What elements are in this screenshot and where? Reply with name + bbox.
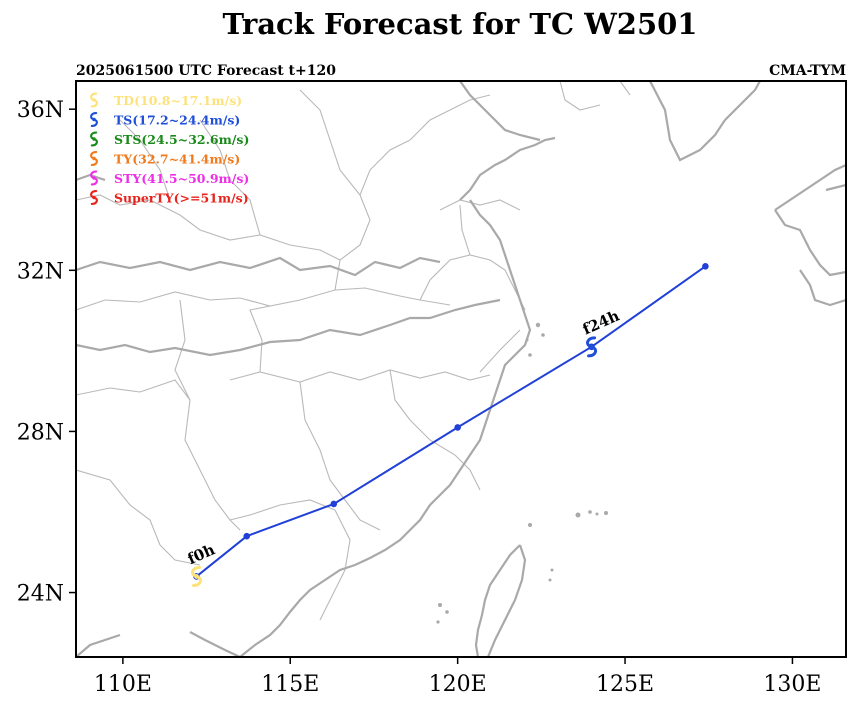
map-title: Track Forecast for TC W2501 — [223, 7, 698, 41]
track-point — [454, 424, 461, 431]
islands — [436, 322, 608, 624]
legend: TD(10.8~17.1m/s) TS(17.2~24.4m/s) STS(24.5… — [90, 92, 249, 206]
track-point — [702, 262, 709, 270]
legend-item: TY(32.7~41.4m/s) — [90, 150, 240, 167]
forecast-time-label: 2025061500 UTC Forecast t+120 — [76, 63, 336, 79]
coastline-and-borders — [76, 81, 846, 657]
legend-label: TS(17.2~24.4m/s) — [114, 113, 240, 128]
y-tick-label: 28N — [17, 420, 64, 445]
track-point — [243, 532, 251, 540]
typhoon-symbol-icon — [90, 170, 98, 186]
legend-label: STY(41.5~50.9m/s) — [114, 171, 249, 186]
x-tick-label: 110E — [94, 672, 152, 697]
typhoon-symbol-icon — [90, 92, 98, 108]
typhoon-symbol-icon — [90, 111, 98, 128]
x-axis: 110E 115E 120E 125E 130E — [94, 657, 821, 697]
track-point — [330, 500, 338, 508]
province-boundaries — [76, 81, 631, 621]
legend-label: TD(10.8~17.1m/s) — [114, 93, 242, 108]
typhoon-symbol-icon — [586, 336, 598, 358]
track-line — [195, 265, 706, 578]
map-frame — [75, 80, 847, 658]
model-label: CMA-TYM — [769, 63, 846, 79]
typhoon-symbol-icon — [90, 189, 98, 206]
y-tick-label: 32N — [17, 259, 64, 284]
legend-item: TD(10.8~17.1m/s) — [90, 92, 242, 108]
y-tick-label: 24N — [17, 582, 64, 607]
legend-label: STS(24.5~32.6m/s) — [114, 132, 249, 147]
legend-item: STY(41.5~50.9m/s) — [90, 170, 249, 186]
legend-label: TY(32.7~41.4m/s) — [114, 152, 240, 167]
x-tick-label: 130E — [763, 672, 821, 697]
typhoon-symbol-icon — [90, 150, 98, 167]
legend-item: TS(17.2~24.4m/s) — [90, 111, 240, 128]
x-tick-label: 125E — [596, 672, 654, 697]
legend-label: SuperTY(>=51m/s) — [114, 191, 249, 206]
typhoon-symbol-icon — [191, 565, 203, 587]
legend-item: STS(24.5~32.6m/s) — [90, 131, 249, 147]
typhoon-symbol-icon — [90, 131, 98, 147]
y-axis: 36N 32N 28N 24N — [17, 98, 76, 607]
x-tick-label: 115E — [261, 672, 319, 697]
x-tick-label: 120E — [429, 672, 487, 697]
legend-item: SuperTY(>=51m/s) — [90, 189, 249, 206]
y-tick-label: 36N — [17, 98, 64, 123]
